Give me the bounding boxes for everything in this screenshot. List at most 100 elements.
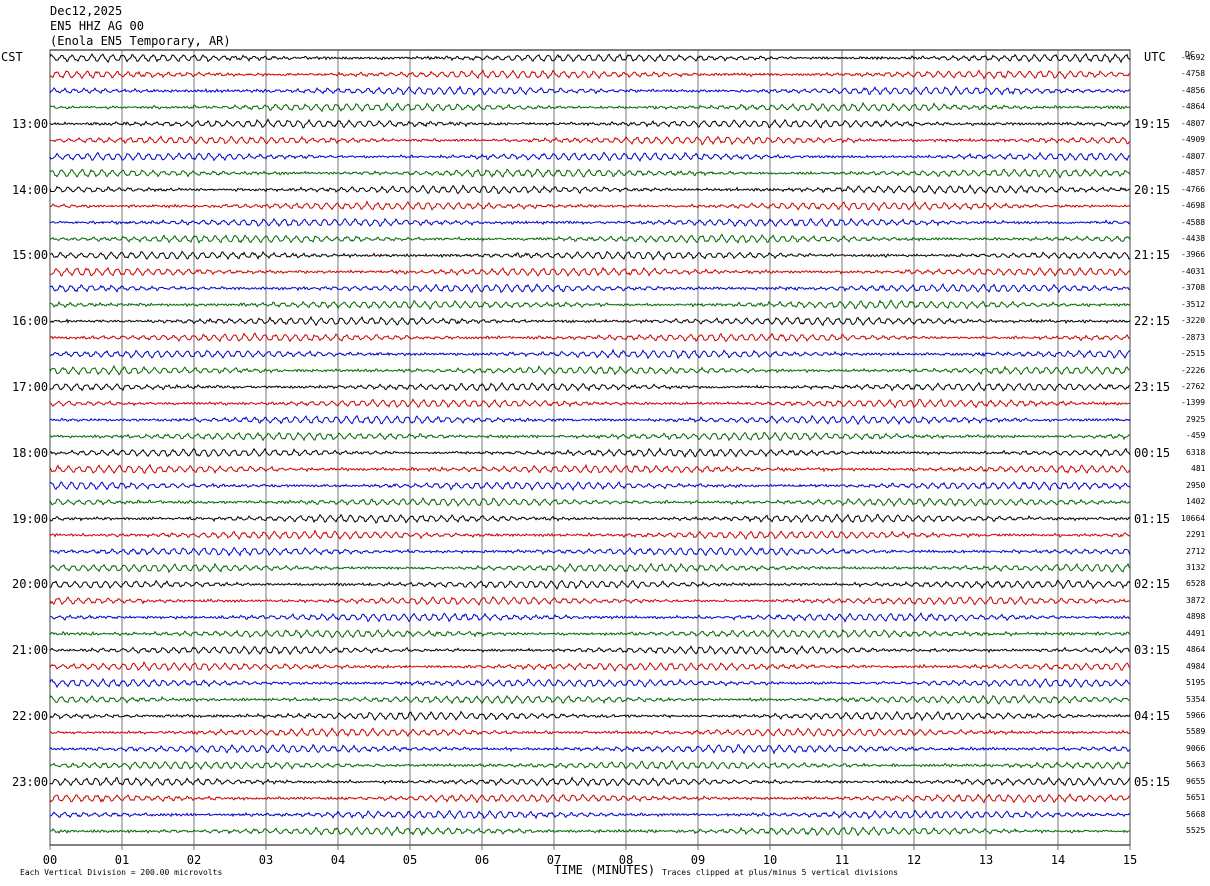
dc-offset-label: -4698 (1181, 201, 1206, 211)
dc-offset-label: 5354 (1186, 694, 1206, 704)
left-time-label: 19:00 (12, 511, 49, 526)
dc-offset-label: -3708 (1181, 283, 1206, 293)
seismic-trace (49, 233, 1131, 244)
left-timezone-label: CST (1, 50, 23, 64)
seismic-trace (49, 776, 1131, 787)
seismic-trace (49, 694, 1130, 705)
dc-offset-label: 6318 (1186, 447, 1206, 457)
seismic-trace (49, 463, 1131, 475)
dc-offset-label: 5651 (1186, 793, 1206, 803)
seismic-trace (49, 52, 1131, 64)
dc-offset-label: -2762 (1181, 382, 1206, 391)
x-tick-label: 04 (330, 853, 346, 867)
seismic-trace (49, 595, 1130, 607)
seismic-trace (49, 266, 1131, 277)
right-time-label: 19:15 (1134, 116, 1171, 131)
left-time-label: 13:00 (12, 116, 49, 131)
right-time-label: 00:15 (1134, 445, 1171, 460)
dc-offset-label: -2873 (1181, 332, 1206, 342)
left-time-label: 20:00 (12, 577, 49, 592)
x-tick-label: 14 (1050, 853, 1066, 867)
dc-offset-label: 3132 (1186, 562, 1206, 572)
seismic-trace (49, 529, 1131, 540)
seismic-trace (49, 398, 1131, 409)
x-tick-label: 15 (1122, 853, 1138, 867)
dc-offset-label: -4588 (1181, 217, 1206, 227)
x-tick-label: 06 (474, 853, 490, 867)
seismic-trace (49, 135, 1131, 146)
seismic-trace (49, 283, 1131, 294)
seismic-trace (49, 381, 1131, 392)
dc-offset-label: -4807 (1181, 118, 1206, 128)
seismic-trace (49, 546, 1131, 557)
seismic-trace (49, 743, 1131, 755)
dc-offset-label: 5525 (1186, 826, 1206, 836)
seismic-trace (49, 348, 1131, 360)
dc-offset-label: -4864 (1181, 102, 1206, 112)
dc-offset-label: 5663 (1186, 760, 1206, 770)
dc-offset-label: -3966 (1181, 250, 1206, 260)
right-timezone-label: UTC (1144, 50, 1166, 64)
station-code: EN5 HHZ AG 00 (50, 19, 144, 33)
dc-offset-label: 1402 (1186, 497, 1206, 507)
seismic-trace (49, 184, 1131, 195)
seismic-trace (49, 677, 1131, 689)
dc-offset-label: -459 (1186, 431, 1206, 441)
dc-offset-label: -4766 (1181, 184, 1206, 194)
seismic-trace (49, 645, 1131, 656)
left-time-label: 17:00 (12, 380, 49, 394)
seismic-trace (49, 69, 1131, 80)
dc-offset-label: 481 (1191, 464, 1206, 474)
seismic-trace (49, 661, 1131, 672)
dc-offset-label: 5668 (1186, 809, 1206, 819)
seismic-trace (49, 792, 1131, 804)
seismic-trace (49, 217, 1131, 228)
seismic-trace (49, 299, 1131, 311)
dc-offset-label: 2925 (1186, 414, 1206, 424)
dc-offset-label: -4856 (1181, 85, 1206, 95)
seismic-trace (49, 431, 1130, 442)
right-time-label: 22:15 (1134, 314, 1171, 329)
dc-offset-label: 10664 (1181, 513, 1206, 523)
x-tick-label: 13 (978, 853, 994, 867)
left-time-label: 22:00 (12, 709, 49, 723)
x-tick-label: 00 (42, 853, 58, 867)
seismic-trace (49, 168, 1131, 179)
x-tick-label: 01 (114, 853, 130, 867)
dc-offset-label: 9655 (1186, 776, 1206, 786)
right-time-label: 03:15 (1134, 643, 1171, 658)
dc-offset-label: -4758 (1181, 69, 1206, 79)
seismic-trace (49, 727, 1131, 738)
x-axis-label: TIME (MINUTES) (554, 863, 656, 877)
seismic-trace (49, 710, 1131, 722)
seismic-trace (49, 315, 1131, 327)
record-date: Dec12,2025 (50, 4, 123, 18)
dc-offset-label: -4031 (1181, 266, 1206, 276)
dc-offset-label: -4807 (1181, 151, 1206, 161)
dc-offset-label: 3872 (1186, 595, 1206, 605)
x-tick-label: 03 (258, 853, 274, 867)
dc-offset-label: -2226 (1181, 365, 1206, 375)
x-tick-label: 05 (402, 853, 418, 867)
seismic-trace (49, 101, 1131, 113)
dc-offset-label: -3512 (1181, 299, 1206, 309)
seismic-trace (49, 118, 1131, 129)
x-tick-label: 08 (618, 853, 634, 867)
dc-offset-label: -4692 (1181, 53, 1206, 62)
seismic-trace (49, 447, 1131, 459)
left-time-label: 16:00 (12, 314, 49, 329)
dc-offset-label: 4898 (1186, 612, 1206, 622)
seismic-trace (49, 497, 1131, 508)
seismic-trace (49, 513, 1131, 524)
left-time-label: 15:00 (12, 248, 49, 263)
dc-offset-label: 4984 (1186, 661, 1206, 671)
seismic-trace (49, 759, 1131, 771)
left-time-label: 23:00 (12, 774, 49, 789)
left-time-label: 21:00 (12, 643, 49, 658)
station-location: (Enola EN5 Temporary, AR) (50, 34, 231, 48)
plot-frame (49, 49, 1131, 846)
x-tick-label: 02 (186, 853, 202, 867)
seismic-trace (49, 151, 1131, 162)
seismic-trace (49, 85, 1131, 96)
seismic-trace (49, 414, 1131, 426)
